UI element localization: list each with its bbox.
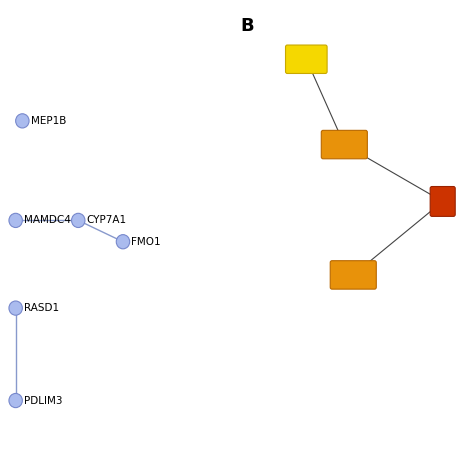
Circle shape bbox=[9, 301, 22, 315]
Text: PDLIM3: PDLIM3 bbox=[24, 395, 63, 406]
Text: FMO1: FMO1 bbox=[131, 237, 161, 247]
Text: MEP1B: MEP1B bbox=[31, 116, 66, 126]
FancyBboxPatch shape bbox=[430, 187, 455, 217]
Circle shape bbox=[9, 213, 22, 228]
Circle shape bbox=[9, 393, 22, 408]
Text: CYP7A1: CYP7A1 bbox=[87, 215, 127, 226]
Text: CYP7A1: CYP7A1 bbox=[335, 270, 372, 280]
FancyBboxPatch shape bbox=[321, 130, 367, 159]
Text: RASD1: RASD1 bbox=[328, 139, 361, 150]
Text: PDLIM3: PDLIM3 bbox=[288, 54, 325, 64]
Text: RASD1: RASD1 bbox=[24, 303, 59, 313]
Text: MAMDC4: MAMDC4 bbox=[24, 215, 71, 226]
Circle shape bbox=[16, 114, 29, 128]
Text: B: B bbox=[241, 17, 255, 35]
Circle shape bbox=[72, 213, 85, 228]
FancyBboxPatch shape bbox=[330, 261, 376, 289]
FancyBboxPatch shape bbox=[285, 45, 327, 73]
Circle shape bbox=[116, 235, 130, 249]
